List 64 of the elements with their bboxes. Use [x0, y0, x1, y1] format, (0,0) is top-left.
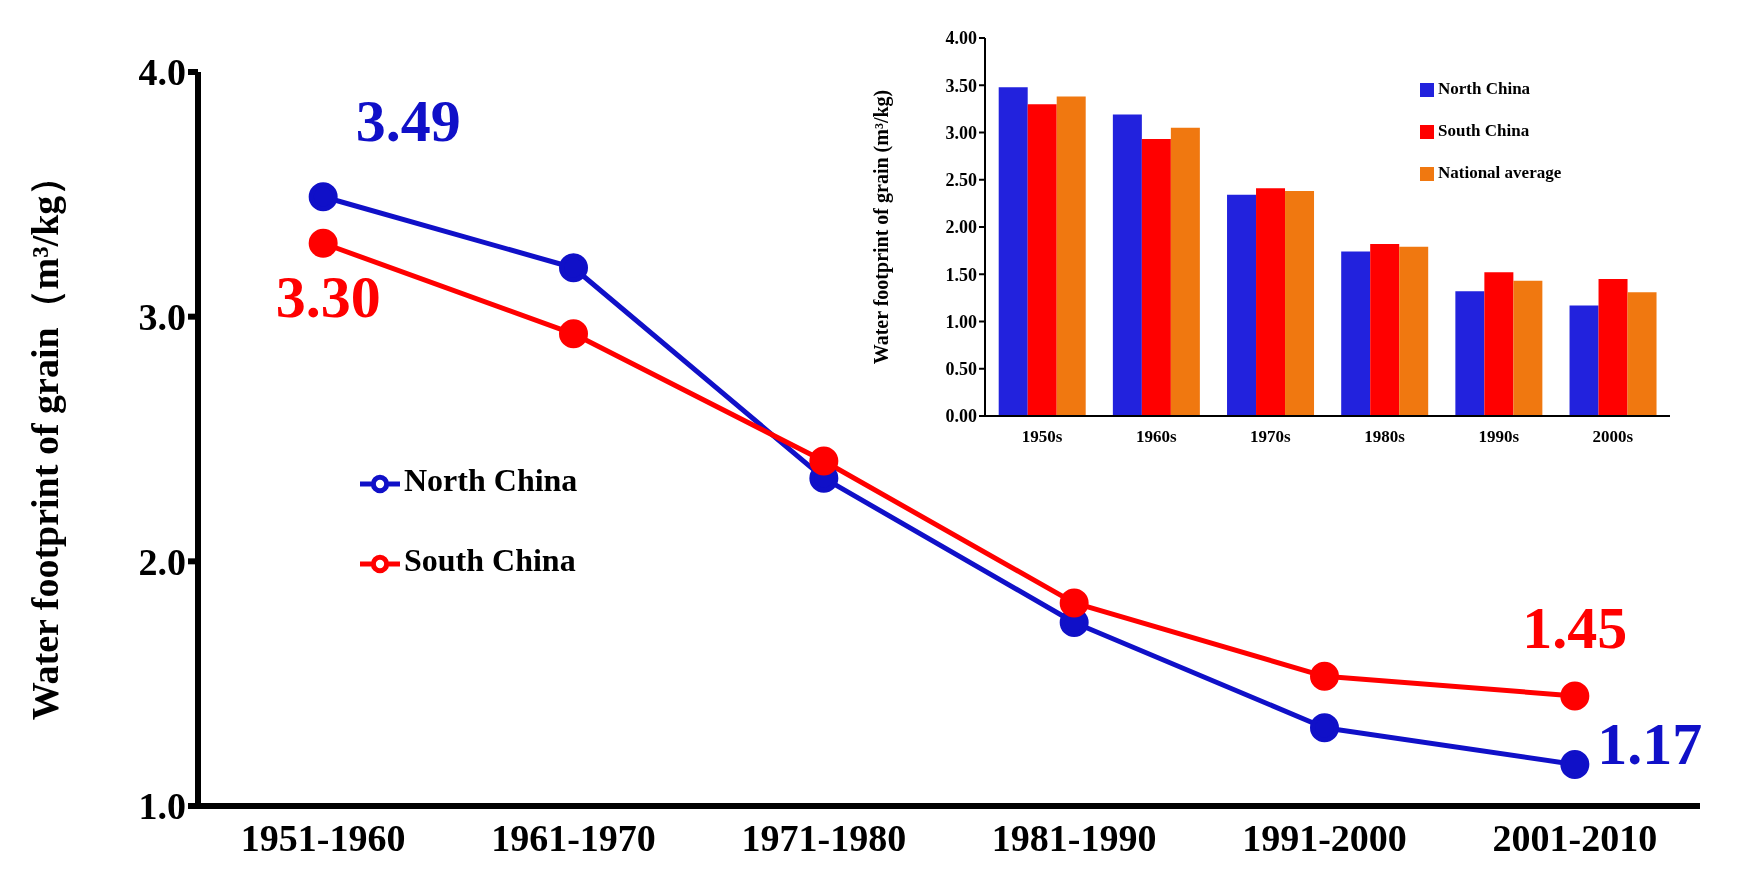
- bar: [1227, 194, 1257, 416]
- y-tick-label: 3.0: [138, 296, 186, 339]
- x-tick-label: 1970s: [1250, 427, 1292, 447]
- y-tick-label: 1.00: [945, 311, 977, 332]
- y-tick-label: 4.0: [138, 51, 186, 94]
- y-tick-label: 2.0: [138, 540, 186, 583]
- x-tick-label: 1980s: [1364, 427, 1406, 447]
- legend-label: South China: [1438, 121, 1530, 140]
- x-tick-label: 1981-1990: [991, 816, 1157, 859]
- data-label: 1.17: [1597, 711, 1703, 778]
- y-tick-label: 1.0: [138, 785, 186, 828]
- y-tick-label: 4.00: [945, 28, 977, 49]
- bar: [1455, 291, 1485, 416]
- x-tick-label: 1951-1960: [240, 816, 406, 859]
- x-tick-label: 1960s: [1135, 427, 1177, 447]
- legend-label: National average: [1438, 163, 1562, 182]
- data-label: 1.45: [1522, 594, 1628, 661]
- bar: [1569, 305, 1599, 416]
- point: [559, 319, 588, 349]
- bar: [1598, 278, 1628, 416]
- legend-label: North China: [404, 462, 578, 498]
- point: [1310, 713, 1339, 743]
- bar: [1484, 272, 1514, 416]
- point: [308, 228, 338, 258]
- bar: [1341, 251, 1371, 416]
- bar: [1112, 114, 1142, 416]
- bar: [998, 87, 1028, 416]
- point: [1560, 681, 1590, 711]
- bar: [1027, 104, 1057, 416]
- point: [809, 446, 839, 476]
- bar: [1170, 127, 1200, 416]
- y-tick-label: 0.00: [945, 406, 977, 427]
- bar: [1513, 280, 1543, 416]
- x-tick-label: 2000s: [1592, 427, 1634, 447]
- bar: [1056, 96, 1086, 416]
- y-tick-label: 3.00: [945, 122, 977, 143]
- bar: [1285, 191, 1315, 416]
- legend-label: North China: [1438, 79, 1531, 98]
- y-tick-label: 0.50: [945, 359, 977, 380]
- point: [1310, 661, 1339, 691]
- y-tick-label: 3.50: [945, 75, 977, 96]
- bar: [1370, 244, 1400, 416]
- x-tick-label: 1961-1970: [491, 816, 656, 859]
- y-tick-label: 1.50: [945, 264, 977, 285]
- x-tick-label: 2001-2010: [1492, 816, 1658, 859]
- bar: [1399, 246, 1429, 416]
- bar: [1141, 139, 1171, 416]
- data-label: 3.49: [355, 87, 461, 154]
- point: [559, 253, 588, 283]
- data-label: 3.30: [275, 264, 381, 331]
- x-tick-label: 1991-2000: [1242, 816, 1407, 859]
- x-tick-label: 1990s: [1478, 427, 1520, 447]
- y-tick-label: 2.50: [945, 170, 977, 191]
- x-tick-label: 1971-1980: [741, 816, 907, 859]
- y-tick-label: 2.00: [945, 217, 977, 238]
- point: [1059, 588, 1089, 618]
- bar: [1256, 188, 1286, 416]
- x-tick-label: 1950s: [1021, 427, 1063, 447]
- point: [1560, 749, 1590, 779]
- y-axis-title: Water footprint of grain（m³/kg）: [24, 157, 67, 721]
- point: [308, 182, 338, 212]
- legend-label: South China: [404, 542, 576, 578]
- bar: [1627, 292, 1657, 416]
- y-axis-title: Water footprint of grain (m³/kg): [870, 89, 894, 365]
